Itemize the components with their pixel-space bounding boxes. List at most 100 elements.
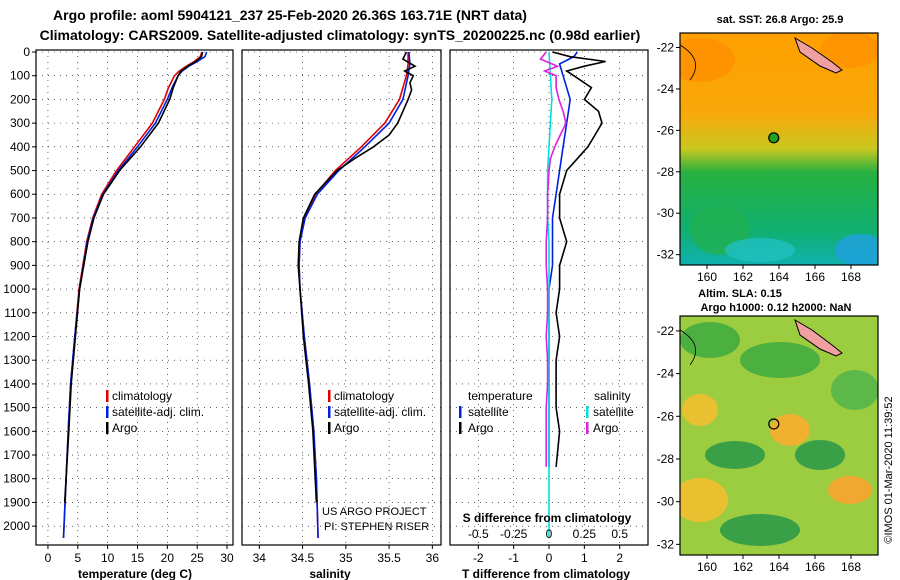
map-y-tick-label: -22 [657, 324, 675, 338]
x2-tick-label: 0 [546, 527, 553, 541]
y-tick-label: 1400 [3, 377, 30, 391]
argo-position-marker [768, 418, 780, 430]
y-tick-label: 0 [23, 45, 30, 59]
y-tick-label: 700 [10, 211, 30, 225]
legend-label-s-satellite: satellite [593, 405, 634, 419]
x-tick-label: 10 [101, 551, 115, 565]
temperature-legend: climatology satellite-adj. clim. Argo [106, 389, 204, 435]
y-tick-label: 900 [10, 258, 30, 272]
legend-swatch-t-satellite [459, 406, 462, 418]
map-y-tick-label: -24 [657, 367, 675, 381]
y-tick-label: 1200 [3, 329, 30, 343]
sla-high-patch [828, 476, 872, 504]
sla-low-patch [795, 440, 845, 470]
map-x-tick-label: 168 [841, 560, 861, 574]
sla-low-patch [740, 342, 820, 378]
x-tick-label: 1 [581, 551, 588, 565]
y-tick-label: 100 [10, 69, 30, 83]
sst-map-frame [679, 32, 879, 266]
series-line-argo [63, 51, 204, 503]
y-tick-label: 200 [10, 92, 30, 106]
series-line-satellite-adj-clim- [62, 51, 208, 539]
map-y-tick-label: -24 [657, 82, 675, 96]
x-tick-label: 34 [253, 551, 267, 565]
map-x-tick-label: 162 [733, 560, 753, 574]
sla-low-patch [720, 514, 800, 546]
salinity-panel [241, 49, 442, 546]
x-tick-label: 35 [339, 551, 353, 565]
legend-swatch-t-argo [459, 422, 462, 434]
y-tick-label: 2000 [3, 519, 30, 533]
x2-tick-label: 0.5 [611, 527, 628, 541]
y-tick-label: 1900 [3, 495, 30, 509]
sla-map-frame [679, 315, 879, 556]
map-y-tick-label: -26 [657, 409, 675, 423]
project-line-2: PI: STEPHEN RISER [324, 521, 429, 533]
x-tick-label: 34.5 [291, 551, 315, 565]
y-tick-label: 800 [10, 235, 30, 249]
x-tick-label: -2 [473, 551, 484, 565]
legend-label-s-argo: Argo [593, 421, 619, 435]
project-line-1: US ARGO PROJECT [322, 506, 427, 518]
y-tick-label: 400 [10, 140, 30, 154]
y-tick-label: 1300 [3, 353, 30, 367]
sla-high-patch [682, 394, 718, 426]
series-line-salinity-argo [539, 51, 567, 467]
y-tick-label: 1500 [3, 401, 30, 415]
x-tick-label: 5 [74, 551, 81, 565]
y-tick-label: 1700 [3, 448, 30, 462]
x-tick-label: -1 [508, 551, 519, 565]
x2-tick-label: 0.25 [573, 527, 597, 541]
t-diff-x-label: T difference from climatology [462, 567, 630, 580]
argo-position-marker [768, 132, 780, 144]
y-tick-label: 1100 [4, 306, 30, 320]
sla-low-patch [680, 322, 740, 358]
map-y-tick-label: -32 [657, 248, 675, 262]
legend-swatch-s-argo [586, 422, 589, 434]
legend-swatch-climatology [106, 390, 109, 402]
x2-tick-label: -0.5 [468, 527, 489, 541]
legend-title-temperature: temperature [468, 389, 533, 403]
series-layer [62, 51, 606, 539]
new-caledonia-coast [794, 36, 843, 74]
map-x-tick-label: 160 [697, 270, 717, 284]
legend-swatch-satellite [106, 406, 109, 418]
tick-layer: 0 5 10 15 20 25 30 34 34.5 35 35.5 36 -2 -1 0 1 2 -0.5 -0.… [3, 41, 861, 575]
sst-contour [680, 44, 697, 81]
x-tick-label: 2 [616, 551, 623, 565]
sla-map-title-1: Altim. SLA: 0.15 [698, 288, 782, 300]
sst-blue-patch [835, 234, 878, 265]
map-x-tick-label: 168 [841, 270, 861, 284]
s-diff-x-label: S difference from climatology [463, 511, 632, 525]
sst-warm-patch [680, 38, 735, 82]
map-x-tick-label: 164 [769, 270, 789, 284]
y-tick-label: 1000 [3, 282, 30, 296]
map-y-tick-label: -30 [657, 495, 675, 509]
legend-swatch-s-satellite [586, 406, 589, 418]
x-tick-label: 35.5 [377, 551, 401, 565]
y-tick-label: 600 [10, 187, 30, 201]
legend-label-argo: Argo [112, 421, 138, 435]
legend-swatch-argo [106, 422, 109, 434]
legend-label-argo: Argo [334, 421, 360, 435]
map-y-tick-label: -28 [657, 452, 675, 466]
series-line-temperature-argo [552, 51, 606, 467]
title-line-1: Argo profile: aoml 5904121_237 25-Feb-20… [53, 7, 527, 23]
series-line-argo [297, 51, 417, 503]
legend-label-t-satellite: satellite [468, 405, 509, 419]
y-tick-label: 1800 [3, 472, 30, 486]
grid-layer [36, 50, 648, 545]
series-line-climatology [62, 51, 203, 539]
map-y-tick-label: -26 [657, 123, 675, 137]
imos-stamp: ©IMOS 01-Mar-2020 11:39:52 [883, 396, 895, 543]
x-tick-label: 30 [220, 551, 234, 565]
sla-low-patch [705, 441, 765, 469]
sla-low-patch [831, 370, 878, 410]
x2-tick-label: -0.25 [500, 527, 528, 541]
legend-swatch-argo [328, 422, 331, 434]
x-tick-label: 20 [161, 551, 175, 565]
legend-swatch-satellite [328, 406, 331, 418]
legend-label-climatology: climatology [334, 389, 394, 403]
temperature-panel [35, 49, 234, 546]
